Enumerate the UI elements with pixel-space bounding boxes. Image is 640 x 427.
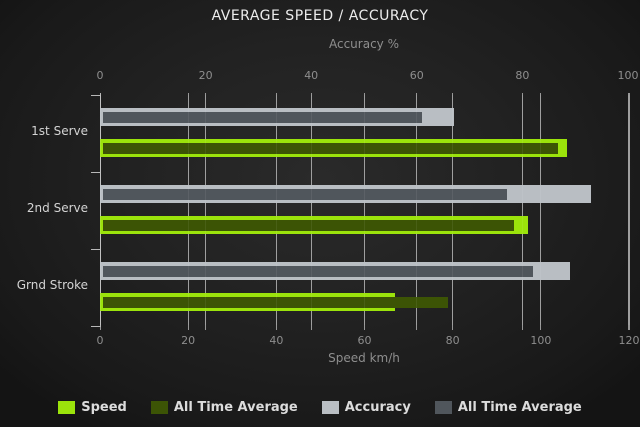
gridline-accuracy-20 — [205, 93, 207, 330]
category-label-1: 1st Serve — [31, 124, 88, 138]
bottom-tick-60: 60 — [357, 334, 372, 347]
gridline-accuracy-60 — [416, 93, 418, 330]
y-axis-tick-0 — [91, 95, 101, 96]
gridline-accuracy-80 — [521, 93, 523, 330]
gridline-accuracy-40 — [310, 93, 312, 330]
y-axis-tick-1 — [91, 172, 101, 173]
top-tick-80: 80 — [515, 69, 530, 82]
y-axis-line — [100, 93, 101, 327]
gridline-overlay-spd-80 — [452, 95, 454, 325]
bottom-tick-40: 40 — [269, 334, 284, 347]
gridline-speed-80 — [452, 93, 454, 330]
legend-label: Speed — [81, 399, 127, 415]
gridline-overlay-acc-100 — [627, 95, 629, 325]
chart-title: AVERAGE SPEED / ACCURACY — [211, 8, 429, 24]
chart-legend: Speed All Time Average Accuracy All Time Av… — [0, 396, 640, 418]
legend-item-all-time-average-speed[interactable]: All Time Average — [150, 399, 298, 415]
legend-swatch — [434, 400, 452, 414]
gridline-speed-20 — [187, 93, 189, 330]
legend-item-all-time-average-accuracy[interactable]: All Time Average — [434, 399, 582, 415]
legend-label: All Time Average — [173, 399, 298, 415]
gridline-overlay-spd-60 — [364, 95, 365, 325]
gridline-overlay-acc-80 — [521, 95, 523, 325]
gridline-overlay-acc-60 — [416, 95, 418, 325]
gridline-overlay-acc-40 — [310, 95, 312, 325]
legend-item-accuracy-accuracy[interactable]: Accuracy — [321, 399, 411, 415]
top-tick-60: 60 — [409, 69, 424, 82]
gridline-overlay-spd-40 — [275, 95, 277, 325]
bar-accuracy-avg — [103, 188, 507, 200]
bottom-tick-100: 100 — [530, 334, 552, 347]
legend-label: All Time Average — [457, 399, 582, 415]
bottom-tick-20: 20 — [181, 334, 196, 347]
bar-speed-avg — [103, 142, 559, 154]
bar-accuracy-avg — [103, 265, 533, 277]
legend-item-speed-speed[interactable]: Speed — [58, 400, 127, 415]
category-label-2: 2nd Serve — [26, 201, 88, 215]
bottom-tick-120: 120 — [618, 334, 640, 347]
bar-speed-avg — [103, 296, 449, 308]
gridline-overlay-spd-100 — [540, 95, 542, 325]
bar-accuracy-avg — [103, 111, 423, 123]
gridline-speed-120 — [628, 93, 630, 330]
y-axis-tick-2 — [91, 249, 101, 250]
category-label-3: Grnd Stroke — [16, 278, 88, 292]
legend-swatch — [321, 400, 339, 414]
gridline-speed-60 — [364, 93, 365, 330]
legend-label: Accuracy — [344, 399, 411, 415]
legend-swatch — [58, 400, 76, 414]
y-axis-tick-3 — [91, 326, 101, 327]
top-tick-40: 40 — [304, 69, 319, 82]
top-tick-100: 100 — [617, 69, 639, 82]
gridline-speed-100 — [540, 93, 542, 330]
gridline-overlay-acc-0 — [99, 95, 101, 325]
bottom-axis-title: Speed km/h — [328, 351, 400, 365]
gridline-overlay-spd-0 — [99, 95, 101, 325]
gridline-overlay-acc-20 — [205, 95, 207, 325]
gridline-overlay-spd-20 — [187, 95, 189, 325]
top-tick-0: 0 — [96, 69, 104, 82]
top-axis-title: Accuracy % — [328, 37, 399, 51]
bottom-tick-80: 80 — [445, 334, 460, 347]
gridline-overlay-spd-120 — [628, 95, 630, 325]
legend-swatch — [150, 400, 168, 414]
gridline-accuracy-100 — [627, 93, 629, 330]
bar-speed-avg — [103, 219, 515, 231]
bottom-tick-0: 0 — [96, 334, 104, 347]
gridline-speed-40 — [275, 93, 277, 330]
top-tick-20: 20 — [198, 69, 213, 82]
